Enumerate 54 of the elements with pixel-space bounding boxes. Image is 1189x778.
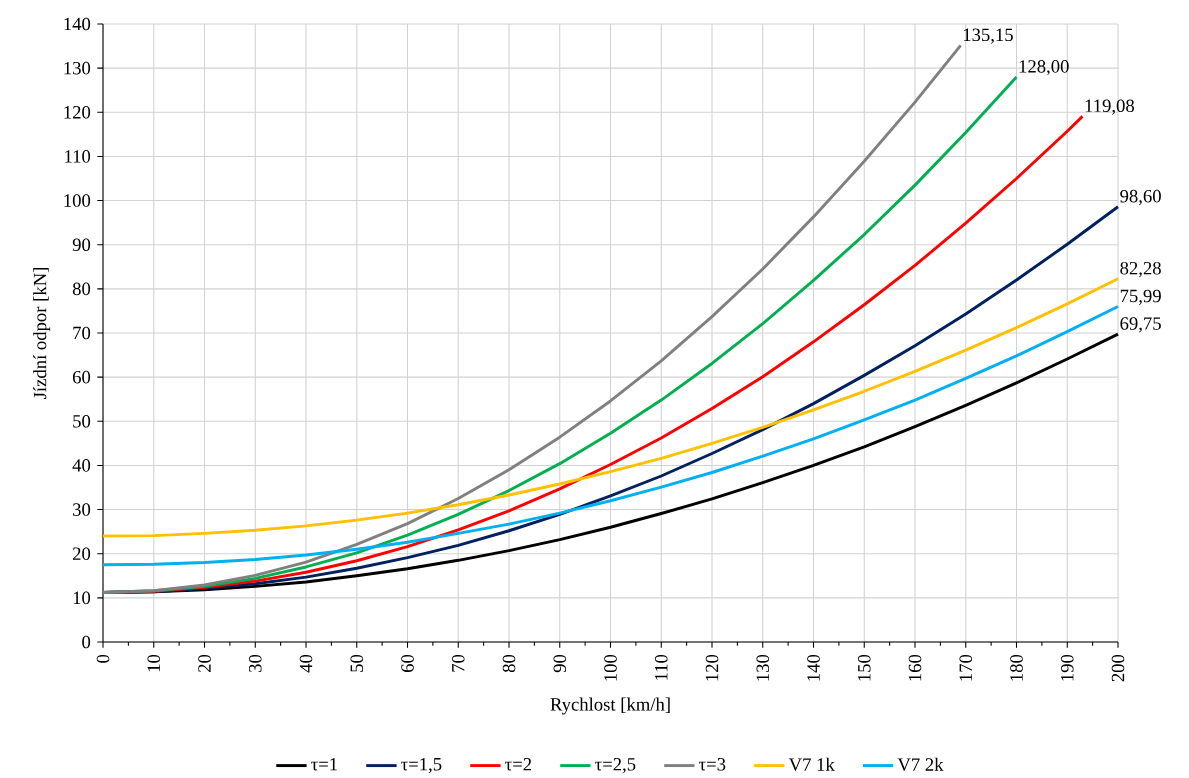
x-tick-label: 150 <box>857 654 871 681</box>
x-axis-title: Rychlost [km/h] <box>550 697 670 715</box>
legend-label: τ=3 <box>699 758 726 771</box>
legend-label: τ=1 <box>311 758 337 771</box>
legend-label: τ=1,5 <box>401 758 442 774</box>
x-tick-label: 110 <box>654 654 668 680</box>
x-tick-label: 10 <box>147 654 161 672</box>
y-tick-label: 90 <box>72 238 91 252</box>
annotation: 119,08 <box>1085 99 1134 115</box>
x-tick-label: 200 <box>1111 654 1125 682</box>
x-tick-label: 100 <box>604 654 617 681</box>
annotation: 98,60 <box>1120 189 1161 206</box>
annotation: 82,28 <box>1120 261 1161 278</box>
y-tick-label: 130 <box>64 61 91 75</box>
y-tick-label: 110 <box>65 150 91 163</box>
line-series <box>101 277 1120 538</box>
y-tick-label: 40 <box>72 459 91 472</box>
y-tick-label: 50 <box>73 414 91 428</box>
line-series <box>101 305 1120 567</box>
x-tick-label: 20 <box>198 654 211 673</box>
x-tick-label: 120 <box>705 654 719 681</box>
x-tick-label: 40 <box>299 654 313 673</box>
legend-label: τ=2 <box>505 758 532 771</box>
legend-label: V7 1k <box>788 757 835 771</box>
x-tick-label: 50 <box>350 654 364 672</box>
x-tick-label: 190 <box>1060 654 1074 681</box>
x-tick-label: 170 <box>959 654 973 681</box>
legend-label: τ=2,5 <box>595 758 636 774</box>
x-tick-label: 130 <box>756 654 770 681</box>
x-tick-label: 140 <box>807 654 820 681</box>
legend-label: V7 2k <box>897 757 944 771</box>
y-tick-label: 10 <box>73 591 91 605</box>
y-tick-label: 70 <box>73 326 91 340</box>
x-tick-label: 30 <box>248 654 262 672</box>
x-tick-label: 0 <box>96 654 110 663</box>
y-axis-title: Jízdní odpor [kN] <box>33 268 51 399</box>
y-tick-label: 20 <box>72 547 91 561</box>
x-tick-label: 90 <box>553 654 567 673</box>
annotation: 128,00 <box>1019 60 1069 76</box>
y-tick-label: 60 <box>72 370 91 384</box>
annotation: 75,99 <box>1120 289 1161 305</box>
x-tick-label: 180 <box>1010 654 1023 681</box>
y-tick-label: 30 <box>73 503 91 516</box>
x-tick-label: 70 <box>451 654 465 672</box>
annotation: 135,15 <box>963 28 1013 44</box>
y-tick-label: 0 <box>82 635 91 649</box>
y-tick-label: 80 <box>72 282 91 296</box>
x-tick-label: 60 <box>401 654 414 673</box>
x-tick-label: 80 <box>502 654 516 673</box>
annotation: 69,75 <box>1120 317 1161 333</box>
y-tick-label: 100 <box>64 194 91 207</box>
y-tick-label: 140 <box>64 17 91 31</box>
y-tick-label: 120 <box>64 105 91 119</box>
x-tick-label: 160 <box>908 654 922 681</box>
